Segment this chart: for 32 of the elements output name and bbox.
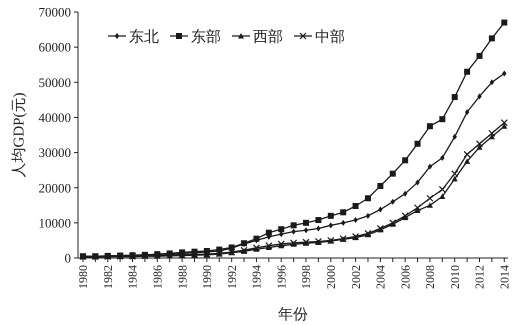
x-tick-label: 1982 [100,265,115,289]
x-tick-label: 2002 [348,265,363,289]
x-tick-label: 2000 [324,265,338,289]
x-tick-label: 2014 [497,265,512,289]
x-tick-label: 2010 [448,265,462,289]
x-tick-label: 2012 [472,265,487,289]
legend-label: 东部 [191,28,221,46]
y-tick-label: 30000 [38,145,71,160]
x-tick-label: 2008 [423,265,438,289]
x-tick-label: 1996 [274,265,288,289]
x-tick-label: 1988 [175,265,190,289]
y-axis-title: 人均GDP(元) [10,92,28,178]
legend-label: 西部 [253,28,283,46]
y-tick-label: 50000 [38,74,71,90]
x-tick-label: 1994 [250,265,264,289]
y-tick-label: 60000 [38,40,71,55]
x-tick-label: 1984 [126,265,140,289]
x-axis-title: 年份 [278,306,308,323]
x-tick-label: 1986 [150,265,165,289]
y-tick-label: 10000 [38,215,71,230]
legend-label: 中部 [315,28,345,46]
x-tick-label: 1992 [224,265,239,289]
x-tick-label: 2004 [374,265,388,289]
legend-label: 东北 [129,28,159,46]
x-tick-label: 1980 [76,265,90,289]
y-tick-label: 0 [64,250,71,266]
y-tick-label: 40000 [38,110,71,125]
y-tick-label: 20000 [38,180,71,196]
x-tick-label: 2006 [398,265,412,289]
y-tick-label: 70000 [38,4,71,20]
x-tick-label: 1998 [299,265,314,289]
x-tick-label: 1990 [200,265,214,289]
